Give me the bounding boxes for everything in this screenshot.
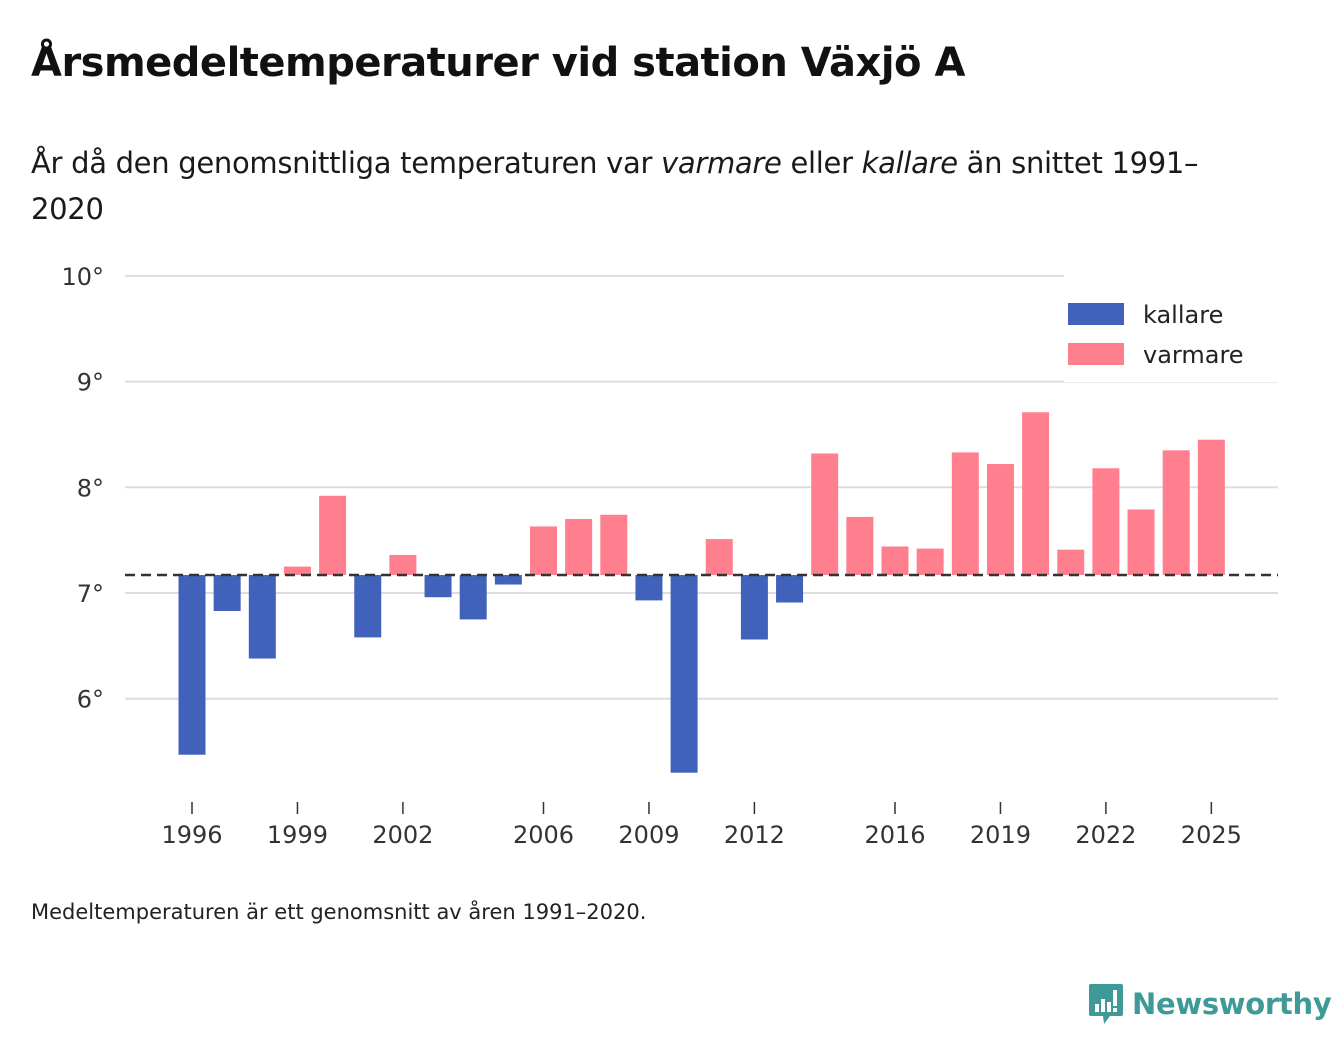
- bar-2017: [916, 548, 944, 576]
- bar-1999: [283, 566, 311, 576]
- x-tick-label: 2016: [864, 821, 925, 849]
- bar-2014: [811, 453, 839, 576]
- subtitle-emphasis-warmer: varmare: [661, 146, 782, 180]
- bar-2024: [1162, 450, 1190, 576]
- y-tick-label: 10°: [61, 263, 104, 291]
- bar-2010: [670, 575, 698, 773]
- subtitle-text-3: än snittet 1991–2020: [31, 146, 1199, 226]
- bar-2004: [459, 575, 487, 620]
- x-tick-label: 2012: [724, 821, 785, 849]
- bar-1997: [213, 575, 241, 611]
- bar-2011: [705, 539, 733, 576]
- chart-title: Årsmedeltemperaturer vid station Växjö A: [31, 40, 965, 86]
- x-tick-label: 2022: [1075, 821, 1136, 849]
- bar-2006: [530, 526, 557, 576]
- x-tick-label: 1996: [161, 821, 222, 849]
- bar-2015: [846, 516, 874, 576]
- chart-subtitle: År då den genomsnittliga temperaturen va…: [31, 140, 1231, 232]
- x-axis: 1996 1999 2002 2006 2009 2012 2016 2019 2022 2025: [161, 802, 1242, 849]
- x-tick-label: 2002: [372, 821, 433, 849]
- chart-speech-bubble-icon: [1089, 984, 1123, 1024]
- bar-2013: [776, 575, 804, 603]
- bars: [178, 412, 1225, 773]
- bar-2000: [319, 495, 347, 576]
- bar-2003: [424, 575, 452, 598]
- x-tick-label: 2006: [513, 821, 574, 849]
- bar-1996: [178, 575, 206, 755]
- legend-label-varmare: varmare: [1143, 341, 1244, 369]
- brand-logo: Newsworthy: [1088, 982, 1332, 1026]
- subtitle-text-1: År då den genomsnittliga temperaturen va…: [31, 146, 662, 180]
- legend-swatch-kallare: [1068, 303, 1124, 325]
- x-tick-label: 2009: [618, 821, 679, 849]
- bar-2001: [354, 575, 382, 638]
- bar-2008: [600, 514, 628, 576]
- bar-2005: [494, 575, 522, 585]
- x-tick-label: 2019: [970, 821, 1031, 849]
- y-tick-label: 6°: [77, 686, 104, 714]
- bar-2002: [389, 554, 417, 576]
- bar-2009: [635, 575, 663, 601]
- bar-2007: [565, 519, 593, 576]
- legend: kallare varmare: [1064, 270, 1284, 382]
- bar-2025: [1197, 439, 1225, 576]
- bar-2020: [1022, 412, 1050, 576]
- x-tick-label: 1999: [267, 821, 328, 849]
- bar-2012: [740, 575, 768, 640]
- bar-chart: 6° 7° 8° 9° 10° 1996 1999 2002 2006 2009 2012 2016…: [61, 263, 1284, 849]
- bar-2019: [986, 464, 1014, 576]
- y-tick-label: 8°: [77, 474, 104, 502]
- subtitle-emphasis-colder: kallare: [861, 146, 958, 180]
- subtitle-text-2: eller: [781, 146, 862, 180]
- legend-swatch-varmare: [1068, 343, 1124, 365]
- bar-2021: [1057, 549, 1085, 576]
- legend-label-kallare: kallare: [1143, 301, 1223, 329]
- brand-name: Newsworthy: [1132, 987, 1332, 1021]
- bar-2018: [951, 452, 979, 576]
- bar-2022: [1092, 468, 1120, 576]
- bar-2016: [881, 546, 909, 576]
- x-tick-label: 2025: [1181, 821, 1242, 849]
- bar-1998: [248, 575, 276, 659]
- bar-2023: [1127, 509, 1155, 576]
- y-tick-label: 7°: [77, 580, 104, 608]
- y-tick-label: 9°: [77, 369, 104, 397]
- footnote: Medeltemperaturen är ett genomsnitt av å…: [31, 900, 647, 924]
